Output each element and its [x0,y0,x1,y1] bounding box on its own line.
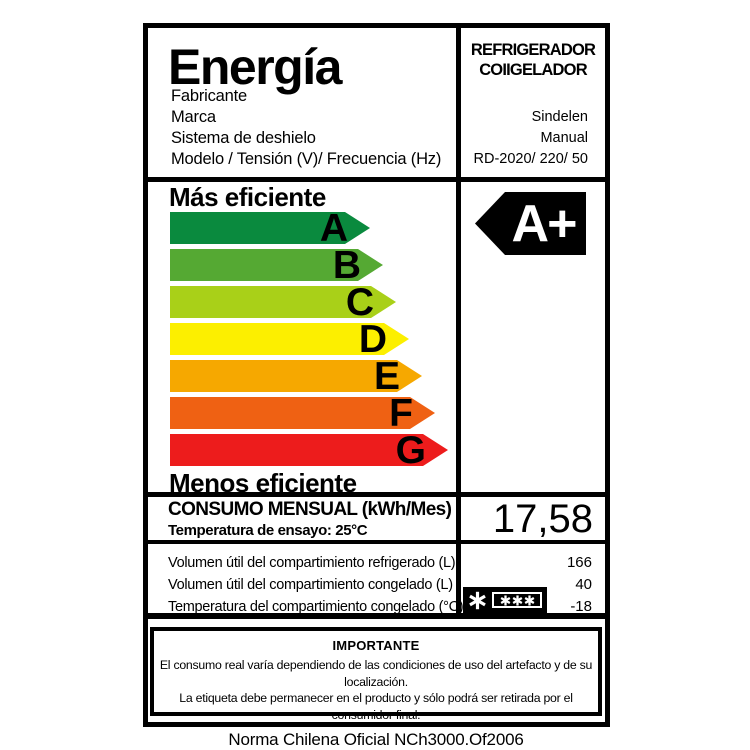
consumption-heading: CONSUMO MENSUAL (kWh/Mes) [168,498,452,520]
small-star-icon [512,594,522,606]
detail-label-refrigerated-volume: Volumen útil del compartimiento refriger… [168,555,456,571]
detail-label-list: Volumen útil del compartimiento refriger… [168,552,464,618]
important-line1: El consumo real varía dependiendo de las… [159,658,593,689]
appliance-type: REFRIGERADOR COIIGELADOR [461,40,605,80]
rating-row-a: A [170,212,448,244]
value-modelo-tension-frecuencia: RD-2020/ 220/ 50 [473,151,588,167]
rating-letter-a: A [319,207,348,250]
detail-value-list: 166 40 -18 [461,552,605,618]
divider-consumption-details [148,540,605,544]
consumption-value: 17,58 [492,497,593,541]
detail-label-freezer-volume: Volumen útil del compartimiento congelad… [168,577,453,593]
consumption-subheading: Temperatura de ensayo: 25°C [168,521,368,539]
field-modelo-tension-frecuencia: Modelo / Tensión (V)/ Frecuencia (Hz) [171,150,442,168]
divider-vertical-columns [456,28,461,619]
important-notice-box: IMPORTANTE El consumo real varía dependi… [150,627,602,749]
important-line2: La etiqueta debe permanecer en el produc… [179,691,573,722]
header-field-list: Fabricante Marca Sistema de deshielo Mod… [171,86,441,170]
rating-row-g: G [170,434,448,466]
rating-arrow-g: G [170,434,448,466]
rating-row-c: C [170,286,448,318]
energy-label-frame: Energía Fabricante Marca Sistema de desh… [143,23,610,749]
divider-details-footer [148,613,605,619]
efficiency-scale: A B C D E F [170,212,448,471]
field-sistema-deshielo: Sistema de deshielo [171,129,316,147]
label-title: Energía [168,39,342,95]
value-marca: Sindelen [531,109,588,125]
rating-row-d: D [170,323,448,355]
rating-letter-g: G [395,429,426,472]
important-heading: IMPORTANTE [332,638,420,653]
appliance-type-line1: REFRIGERADOR [470,41,596,59]
value-sistema-deshielo: Manual [540,130,588,146]
detail-value-freezer-temperature: -18 [570,598,592,615]
detail-label-freezer-temperature: Temperatura del compartimiento congelado… [168,599,464,615]
freezer-star-rating-badge [463,587,547,613]
norm-reference: Norma Chilena Oficial NCh3000.Of2006 [228,730,524,749]
appliance-type-line2: COIIGELADOR [479,61,587,79]
small-star-icon [500,594,510,606]
consumption-heading-block: CONSUMO MENSUAL (kWh/Mes) Temperatura de… [148,497,456,540]
header-value-list: Sindelen Manual RD-2020/ 220/ 50 [474,107,588,170]
rating-arrow-e: E [170,360,422,392]
large-star-icon [469,591,486,609]
current-rating-badge: A+ [475,192,586,255]
rating-row-f: F [170,397,448,429]
divider-scale-consumption [148,492,605,497]
rating-arrow-d: D [170,323,409,355]
small-star-icon [524,594,534,606]
rating-letter-c: C [345,281,374,324]
rating-arrow-a: A [170,212,370,244]
less-efficient-heading: Menos eficiente [169,468,357,498]
small-stars-box [492,592,542,608]
detail-value-refrigerated-volume: 166 [566,554,592,571]
divider-header-scale [148,177,605,182]
rating-row-b: B [170,249,448,281]
detail-value-freezer-volume: 40 [575,576,592,593]
more-efficient-heading: Más eficiente [169,182,326,212]
rating-letter-e: E [373,355,400,398]
rating-letter-f: F [389,392,413,435]
field-fabricante: Fabricante [171,87,247,105]
rating-arrow-c: C [170,286,396,318]
rating-row-e: E [170,360,448,392]
rating-arrow-f: F [170,397,435,429]
field-marca: Marca [171,108,216,126]
rating-arrow-b: B [170,249,383,281]
rating-letter-d: D [358,318,387,361]
rating-letter-b: B [332,244,361,287]
